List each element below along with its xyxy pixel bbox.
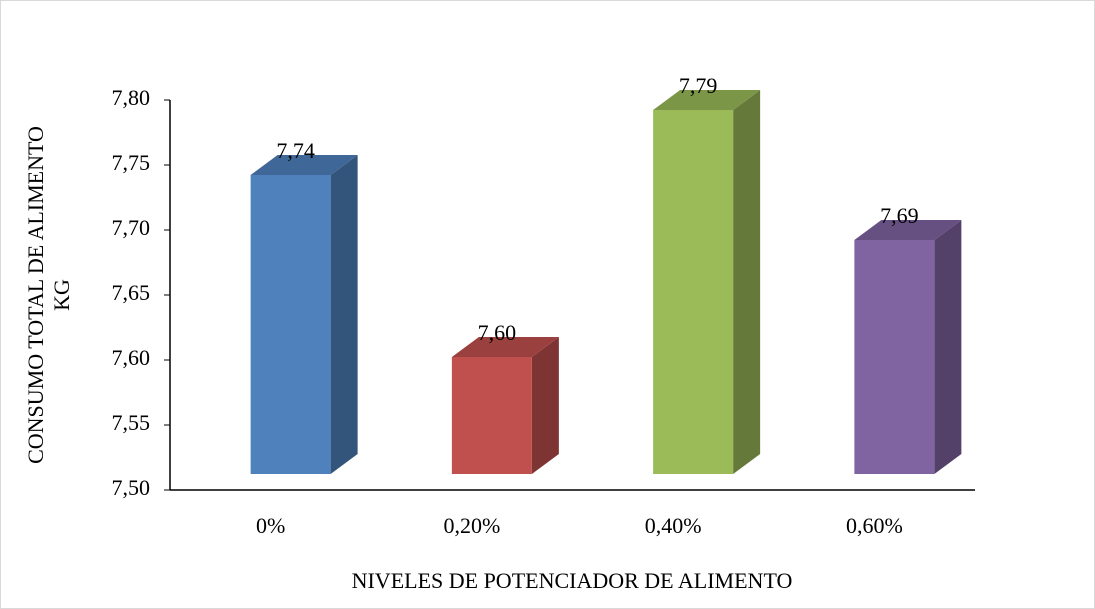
- y-tick-label: 7,55: [112, 410, 151, 435]
- value-label: 7,69: [880, 203, 919, 228]
- bar-side: [733, 90, 761, 474]
- bar-side: [934, 220, 962, 474]
- y-tick-label: 7,80: [112, 85, 151, 110]
- bar: [250, 155, 358, 474]
- bar-front: [451, 357, 532, 474]
- bar-front: [250, 175, 331, 474]
- y-axis-title-line: KG: [49, 279, 74, 311]
- y-tick-label: 7,65: [112, 280, 151, 305]
- y-tick-label: 7,75: [112, 150, 151, 175]
- x-tick-label: 0,20%: [443, 513, 500, 538]
- bar-top: [451, 337, 559, 357]
- bar: [451, 337, 559, 474]
- bar: [653, 90, 761, 474]
- bar-front: [653, 110, 734, 474]
- bar-top: [250, 155, 358, 175]
- value-label: 7,60: [478, 320, 517, 345]
- bar-front: [854, 240, 935, 474]
- bar-top: [854, 220, 962, 240]
- x-axis-title: NIVELES DE POTENCIADOR DE ALIMENTO: [352, 568, 793, 593]
- bar-side: [330, 155, 358, 474]
- y-tick-label: 7,50: [112, 475, 151, 500]
- value-label: 7,74: [276, 138, 315, 163]
- x-tick-label: 0,60%: [846, 513, 903, 538]
- y-axis-title: CONSUMO TOTAL DE ALIMENTO KG: [23, 126, 74, 464]
- y-axis-title-line: CONSUMO TOTAL DE ALIMENTO: [23, 126, 48, 464]
- value-label: 7,79: [679, 73, 718, 98]
- y-tick-label: 7,70: [112, 215, 151, 240]
- bar-top: [653, 90, 761, 110]
- bar-side: [531, 337, 559, 474]
- x-tick-label: 0,40%: [645, 513, 702, 538]
- bar: [854, 220, 962, 474]
- y-tick-label: 7,60: [112, 345, 151, 370]
- x-tick-label: 0%: [256, 513, 285, 538]
